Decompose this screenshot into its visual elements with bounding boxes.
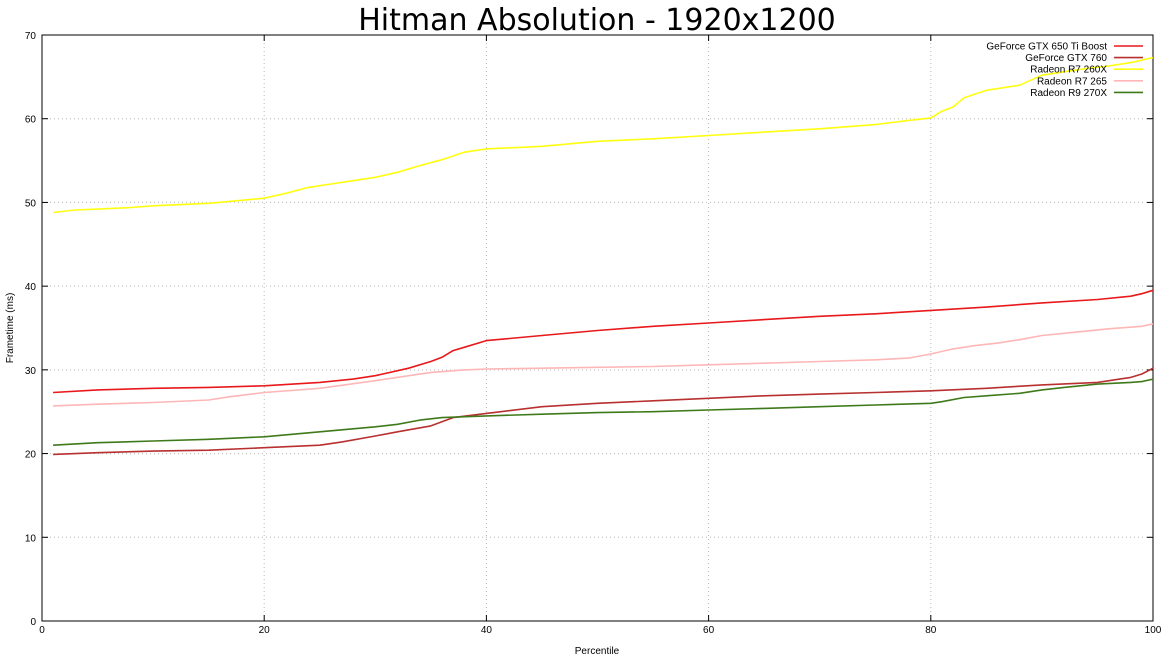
legend-label-geforce-gtx-650-ti-boost: GeForce GTX 650 Ti Boost [986,42,1107,53]
axis-ticks: 0 20 40 60 80 100 0 10 20 30 40 50 60 70 [25,31,1162,636]
series-line-geforce-gtx-650-ti-boost [53,289,1154,394]
y-tick-label-0: 0 [30,617,36,628]
plot-frame [41,34,1154,622]
legend-label-radeon-r9-270x: Radeon R9 270X [1030,88,1107,99]
y-tick-label-3: 30 [25,366,37,377]
legend-label-radeon-r7-260x: Radeon R7 260X [1030,65,1107,76]
x-tick-label-3: 60 [703,625,715,636]
x-tick-label-2: 40 [481,625,493,636]
y-tick-label-5: 50 [25,198,37,209]
x-tick-label-1: 20 [259,625,271,636]
x-tick-label-0: 0 [39,625,45,636]
series-line-radeon-r7-260x [53,56,1154,214]
series-line-geforce-gtx-760 [53,367,1154,456]
grid-lines [42,35,1153,621]
y-axis-label: Frametime (ms) [5,293,16,364]
y-tick-label-6: 60 [25,115,37,126]
y-tick-label-1: 10 [25,533,37,544]
series-lines [53,56,1154,456]
legend-label-radeon-r7-265: Radeon R7 265 [1037,76,1107,87]
x-tick-label-4: 80 [925,625,937,636]
y-tick-label-4: 40 [25,282,37,293]
legend-label-geforce-gtx-760: GeForce GTX 760 [1025,53,1107,64]
chart-title: Hitman Absolution - 1920x1200 [358,3,836,38]
series-line-radeon-r9-270x [53,378,1154,446]
x-tick-label-5: 100 [1145,625,1162,636]
series-line-radeon-r7-265 [53,323,1154,407]
x-axis-label: Percentile [575,646,620,657]
y-tick-label-7: 70 [25,31,37,42]
y-tick-label-2: 20 [25,450,37,461]
